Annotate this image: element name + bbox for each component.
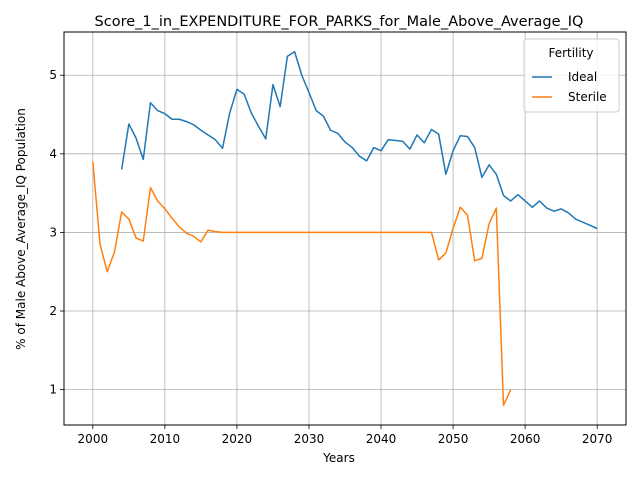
x-axis-label: Years: [322, 451, 355, 465]
y-tick-label: 5: [49, 68, 57, 82]
series-lines: [92, 50, 598, 407]
y-tick-label: 3: [49, 225, 57, 239]
y-tick-label: 2: [49, 304, 57, 318]
x-tick-label: 2050: [438, 432, 469, 446]
x-tick-label: 2010: [150, 432, 181, 446]
x-tick-label: 2020: [222, 432, 253, 446]
x-tick-label: 2070: [582, 432, 613, 446]
plot-frame: [63, 31, 627, 426]
y-axis: 1 2 3 4 5: [49, 68, 64, 397]
y-tick-label: 4: [49, 147, 57, 161]
x-tick-label: 2000: [78, 432, 109, 446]
legend-title: Fertility: [548, 46, 593, 60]
legend-label-sterile: Sterile: [568, 90, 607, 104]
series-line-sterile: [92, 161, 512, 407]
y-axis-label: % of Male Above_Average_IQ Population: [14, 108, 28, 350]
x-tick-label: 2030: [294, 432, 325, 446]
y-tick-label: 1: [49, 383, 57, 397]
x-axis: 2000 2010 2020 2030 2040 2050 2060 2070: [78, 425, 613, 446]
x-tick-label: 2060: [510, 432, 541, 446]
series-line-ideal: [120, 50, 598, 230]
legend-box: [523, 38, 620, 113]
x-tick-label: 2040: [366, 432, 397, 446]
chart-title: Score_1_in_EXPENDITURE_FOR_PARKS_for_Mal…: [95, 14, 584, 30]
legend-label-ideal: Ideal: [568, 70, 597, 84]
legend: Fertility Ideal Sterile: [523, 38, 620, 113]
